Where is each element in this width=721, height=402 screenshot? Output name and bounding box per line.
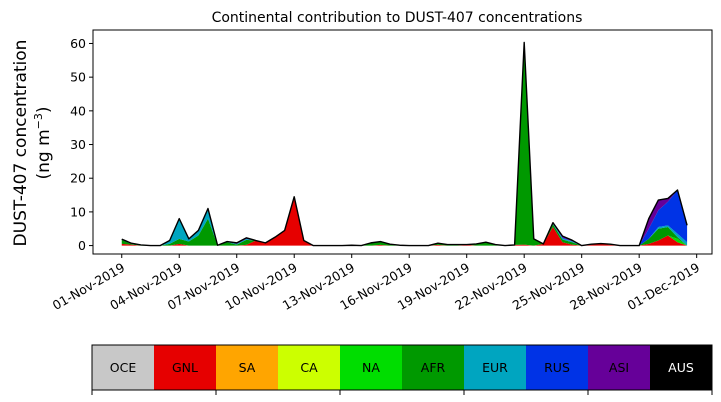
legend-swatch-oce xyxy=(92,345,155,390)
legend-label-eur: EUR xyxy=(482,360,508,375)
y-tick-label: 10 xyxy=(70,204,86,219)
legend-label-sa: SA xyxy=(239,360,256,375)
y-tick-label: 60 xyxy=(70,36,86,51)
legend-label-oce: OCE xyxy=(110,360,137,375)
y-tick-label: 50 xyxy=(70,70,86,85)
legend-swatch-aus xyxy=(650,345,713,390)
y-tick-label: 40 xyxy=(70,103,86,118)
x-axis-ticks: 01-Nov-201904-Nov-201907-Nov-201910-Nov-… xyxy=(50,254,702,313)
total-outline xyxy=(121,41,688,247)
legend-swatch-eur xyxy=(464,345,527,390)
legend-label-afr: AFR xyxy=(421,360,446,375)
area-eur xyxy=(121,42,688,246)
legend-swatch-sa xyxy=(216,345,279,390)
legend-label-na: NA xyxy=(362,360,380,375)
y-tick-label: 30 xyxy=(70,137,86,152)
stacked-areas xyxy=(121,41,688,247)
legend-label-ca: CA xyxy=(300,360,318,375)
y-axis-label: DUST-407 concentration (ng m−3) xyxy=(11,40,54,247)
y-axis-ticks: 0 10 20 30 40 50 60 xyxy=(70,36,93,253)
y-axis-label-line1: DUST-407 concentration xyxy=(11,40,31,247)
legend-swatch-gnl xyxy=(154,345,217,390)
legend-label-rus: RUS xyxy=(544,360,570,375)
legend-swatch-rus xyxy=(526,345,589,390)
legend-label-asi: ASI xyxy=(609,360,629,375)
y-axis-label-line2: (ng m−3) xyxy=(32,106,54,179)
legend-swatch-na xyxy=(340,345,403,390)
chart-title: Continental contribution to DUST-407 con… xyxy=(212,10,583,26)
y-tick-label: 20 xyxy=(70,171,86,186)
legend-swatch-ca xyxy=(278,345,341,390)
legend-swatch-asi xyxy=(588,345,651,390)
legend-label-aus: AUS xyxy=(668,360,694,375)
legend: OCE GNL SA CA NA AFR EUR RUS ASI AUS xyxy=(91,344,713,395)
y-tick-label: 0 xyxy=(78,238,86,253)
legend-label-gnl: GNL xyxy=(172,360,198,375)
legend-frame xyxy=(91,344,713,391)
plot-frame xyxy=(92,29,713,255)
legend-swatch-afr xyxy=(402,345,465,390)
